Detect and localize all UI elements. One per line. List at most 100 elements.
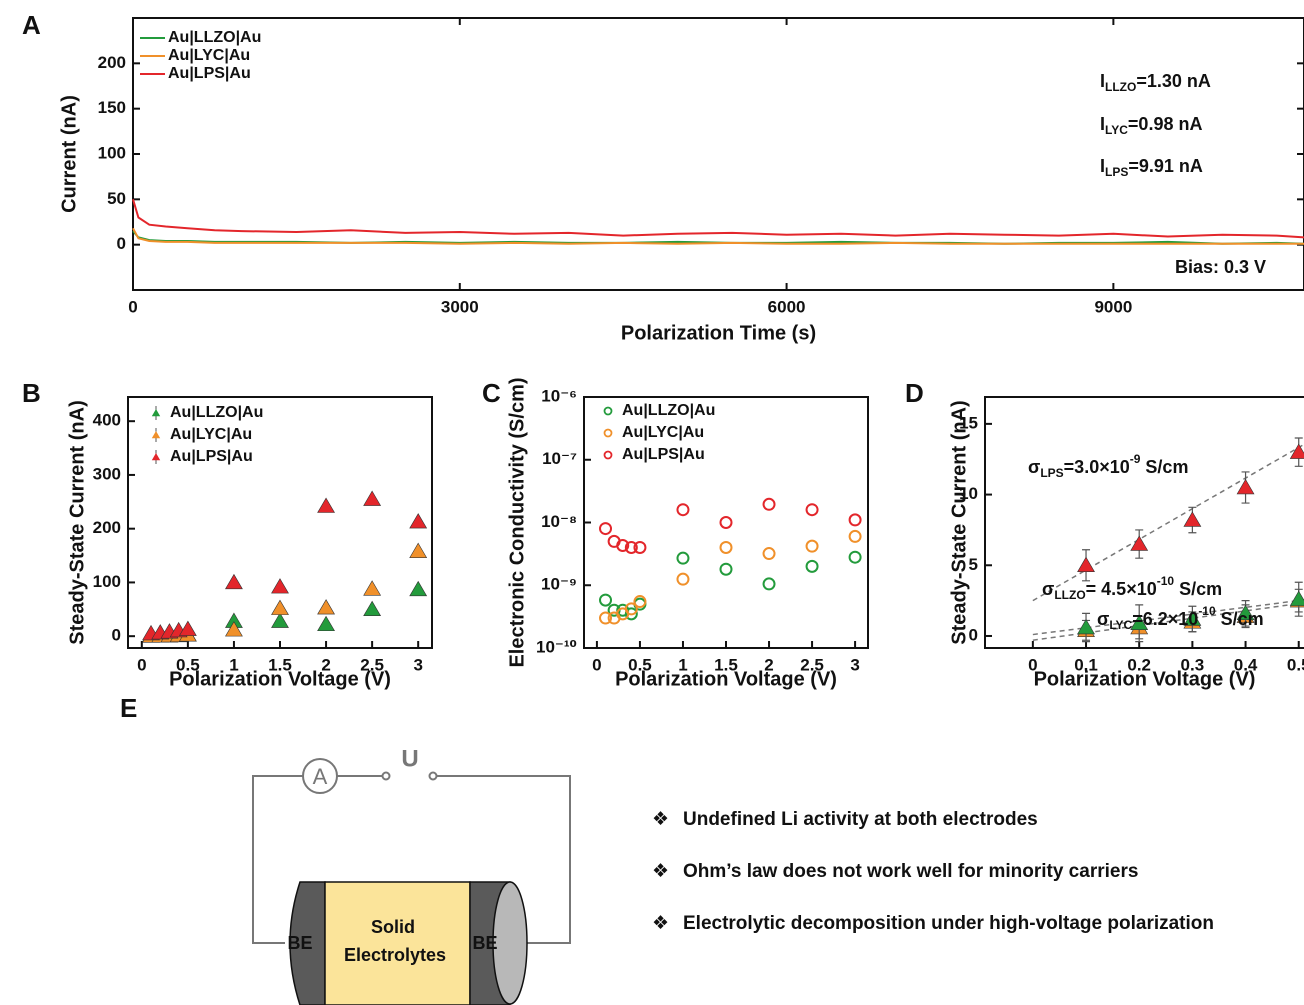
electrode-end (492, 881, 528, 1005)
data-point (409, 580, 428, 597)
data-point (762, 577, 776, 591)
note: Electrolytic decomposition under high-vo… (683, 913, 1214, 934)
bullet: ❖ (652, 809, 669, 830)
plot-frame (132, 17, 1304, 291)
annotation-part: -10 (1157, 574, 1175, 588)
data-point (719, 516, 733, 529)
y-tick-label: 10⁻⁷ (542, 449, 577, 468)
data-point (624, 540, 638, 554)
cell-label: Solid (371, 917, 415, 937)
data-point (676, 551, 690, 565)
y-tick-label: 15 (959, 413, 978, 432)
data-point (805, 503, 819, 517)
panel-label: A (22, 10, 41, 40)
annotation-part: =9.91 nA (1128, 156, 1203, 176)
annotation: σLPS=3.0×10-9 S/cm (1028, 452, 1188, 480)
annotation-part: LYC (1105, 123, 1128, 137)
y-tick-label: 50 (107, 189, 126, 208)
data-point (1130, 535, 1149, 551)
y-tick-label: 150 (98, 98, 126, 117)
x-tick-label: 1 (678, 655, 687, 674)
cell-label: Electrolytes (344, 945, 446, 965)
x-tick-label: 3000 (441, 297, 479, 316)
legend-swatch (603, 428, 613, 438)
x-axis-title: Polarization Voltage (V) (1034, 668, 1256, 690)
annotation-part: S/cm (1174, 579, 1222, 599)
y-tick-label: 10⁻⁶ (541, 386, 577, 405)
data-point (317, 497, 335, 513)
panel: A 0 3000 6000 9000 0 50 100 150 200 Polarization T… (22, 10, 1304, 344)
y-tick-label: 0 (117, 234, 126, 253)
annotation-part: I (1100, 114, 1105, 134)
annotation-part: LLZO (1054, 588, 1085, 602)
data-point (1183, 610, 1202, 626)
data-point (317, 599, 335, 615)
data-point (271, 578, 289, 594)
x-tick-label: 0.4 (1234, 655, 1258, 674)
annotation-part: =1.30 nA (1136, 71, 1211, 91)
legend-label: Au|LPS|Au (168, 65, 251, 82)
data-point (271, 599, 289, 615)
x-tick-label: 2 (321, 655, 330, 674)
y-tick-label: 100 (93, 572, 121, 591)
x-tick-label: 1 (229, 655, 238, 674)
x-tick-label: 0 (1028, 655, 1037, 674)
wire (437, 775, 571, 944)
legend-label: Au|LYC|Au (622, 424, 704, 441)
legend-swatch (151, 431, 161, 439)
annotation-part: S/cm (1140, 457, 1188, 477)
data-point (624, 602, 638, 616)
data-point (178, 620, 197, 636)
circuit-wires (252, 758, 571, 944)
annotation-part: -10 (1198, 604, 1216, 618)
panel-e: E A U BE Solid Electrolytes BE ❖ Undefin… (120, 693, 1214, 1005)
y-tick-label: 10⁻¹⁰ (536, 637, 577, 656)
x-tick-label: 0.1 (1074, 655, 1098, 674)
data-point (599, 522, 613, 536)
legend-label: Au|LLZO|Au (170, 404, 263, 421)
terminal (381, 771, 391, 781)
y-axis-title: Steady-State Current (nA) (948, 400, 970, 644)
fit-line (1032, 443, 1304, 602)
x-tick-label: 2.5 (800, 655, 824, 674)
bullet: ❖ (652, 913, 669, 934)
data-point (1289, 443, 1304, 459)
x-axis-title: Polarization Time (s) (621, 322, 816, 344)
note: Ohm’s law does not work well for minorit… (683, 861, 1138, 882)
annotation: σLYC=6.2×10-10 S/cm (1097, 604, 1264, 632)
x-tick-label: 0.3 (1181, 655, 1205, 674)
x-tick-label: 0.5 (176, 655, 200, 674)
data-point (363, 490, 382, 506)
data-point (805, 559, 819, 573)
data-line (132, 227, 1304, 245)
y-tick-label: 200 (98, 53, 126, 72)
data-point (225, 573, 243, 590)
panel-label: E (120, 693, 137, 723)
annotation: ILLZO=1.30 nA (1100, 71, 1211, 94)
data-point (676, 503, 690, 517)
voltage-label: U (401, 745, 418, 772)
legend-label: Au|LYC|Au (168, 47, 250, 64)
y-tick-label: 10⁻⁸ (541, 512, 577, 531)
y-axis-title: Steady-State Current (nA) (66, 400, 88, 644)
y-tick-label: 300 (93, 464, 121, 483)
y-tick-label: 10 (959, 484, 978, 503)
data-line (132, 199, 1304, 239)
annotation-part: I (1100, 71, 1105, 91)
x-tick-label: 0 (592, 655, 601, 674)
annotation-part: =6.2×10 (1132, 609, 1198, 629)
x-axis-title: Polarization Voltage (V) (169, 668, 391, 690)
x-tick-label: 0.2 (1127, 655, 1151, 674)
data-point (363, 580, 382, 596)
data-point (317, 615, 335, 632)
x-axis-title: Polarization Voltage (V) (615, 668, 837, 690)
x-tick-label: 1.5 (268, 655, 292, 674)
x-tick-label: 3 (413, 655, 422, 674)
y-tick-label: 0 (112, 626, 121, 645)
annotation-part: σ (1028, 457, 1040, 477)
data-point (848, 513, 862, 527)
annotation-part: σ (1097, 609, 1109, 629)
data-point (848, 529, 862, 543)
y-axis-title: Electronic Conductivity (S/cm) (506, 377, 528, 667)
legend-swatch (151, 409, 161, 417)
